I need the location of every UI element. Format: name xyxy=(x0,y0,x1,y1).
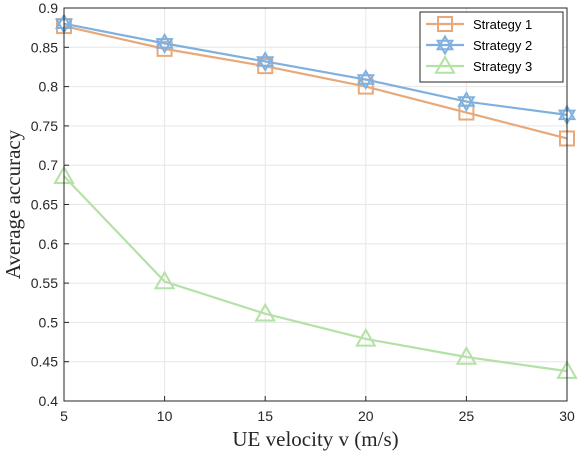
series-layer xyxy=(53,13,578,379)
legend-label: Strategy 1 xyxy=(473,17,532,32)
data-point xyxy=(155,32,174,54)
series-line-1 xyxy=(63,25,568,140)
y-tick-label: 0.7 xyxy=(39,157,59,173)
data-point xyxy=(254,302,276,322)
data-point xyxy=(355,327,377,347)
data-point xyxy=(156,40,173,57)
legend-label: Strategy 2 xyxy=(473,38,532,53)
x-tick-label: 25 xyxy=(459,408,475,424)
y-axis-label: Average accuracy xyxy=(1,129,25,279)
y-tick-label: 0.4 xyxy=(39,393,59,409)
data-point xyxy=(153,270,176,290)
x-axis-label: UE velocity v (m/s) xyxy=(232,427,398,451)
data-point xyxy=(455,345,478,365)
x-tick-label: 20 xyxy=(358,408,374,424)
x-tick-label: 30 xyxy=(559,408,575,424)
y-tick-label: 0.5 xyxy=(39,314,59,330)
data-point xyxy=(457,91,476,113)
x-axis-ticks: 5 10 15 20 25 30 xyxy=(60,396,575,424)
y-tick-label: 0.9 xyxy=(39,0,59,16)
legend-item: Strategy 1 xyxy=(426,16,532,32)
legend-label: Strategy 3 xyxy=(473,59,532,74)
y-tick-label: 0.6 xyxy=(39,236,59,252)
y-tick-label: 0.75 xyxy=(31,118,58,134)
series-line-2 xyxy=(63,22,568,116)
x-tick-label: 5 xyxy=(60,408,68,424)
legend: Strategy 1 Strategy 2 Strategy 3 xyxy=(419,11,564,83)
legend-item: Strategy 3 xyxy=(426,54,532,74)
legend-item: Strategy 2 xyxy=(426,34,532,56)
y-tick-label: 0.85 xyxy=(31,39,58,55)
y-tick-label: 0.8 xyxy=(39,79,59,95)
y-tick-label: 0.45 xyxy=(31,354,58,370)
x-tick-label: 15 xyxy=(257,408,273,424)
legend-marker xyxy=(435,34,455,56)
y-axis-ticks: 0.4 0.45 0.5 0.55 0.6 0.65 0.7 0.75 0.8 0.85 0.9 xyxy=(31,0,69,409)
x-tick-label: 10 xyxy=(157,408,173,424)
legend-marker xyxy=(434,54,456,74)
data-point xyxy=(356,69,375,91)
y-tick-label: 0.55 xyxy=(31,275,58,291)
series-line-3 xyxy=(63,175,568,373)
legend-marker xyxy=(437,16,453,32)
data-point xyxy=(256,50,275,72)
y-tick-label: 0.65 xyxy=(31,197,58,213)
